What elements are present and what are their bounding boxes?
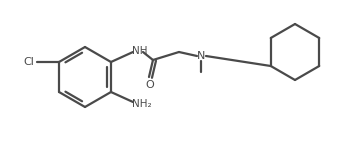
Text: N: N — [197, 51, 205, 61]
Text: NH₂: NH₂ — [132, 99, 152, 109]
Text: O: O — [146, 80, 154, 90]
Text: Cl: Cl — [24, 57, 34, 67]
Text: NH: NH — [132, 46, 148, 56]
